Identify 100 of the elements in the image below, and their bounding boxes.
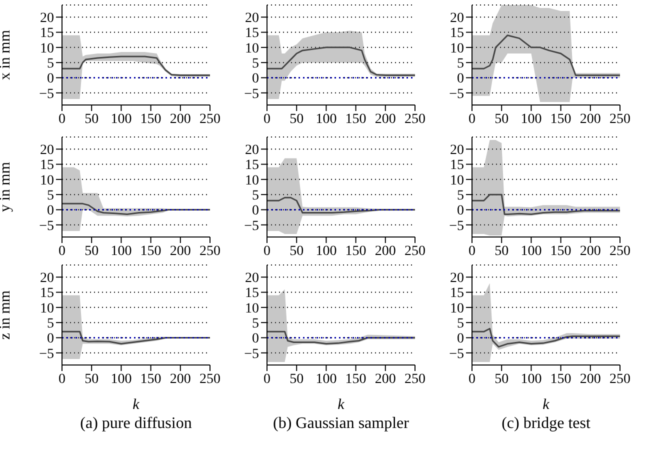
x-tick-label: 150 — [140, 112, 162, 127]
y-tick-label: 10 — [40, 301, 54, 316]
line-series — [472, 328, 620, 348]
x-tick-label: 200 — [170, 112, 191, 127]
x-axis-title: k — [542, 397, 550, 413]
y-tick-label: 5 — [47, 188, 54, 204]
x-tick-label: 50 — [84, 112, 99, 127]
x-tick-label: 0 — [468, 372, 476, 387]
x-tick-label: 0 — [264, 244, 270, 259]
line-series — [472, 194, 620, 216]
y-tick-label: 5 — [457, 316, 464, 332]
x-tick-label: 50 — [84, 372, 99, 387]
x-tick-label: 250 — [200, 112, 220, 127]
x-tick-label: 100 — [316, 244, 337, 259]
x-tick-label: 100 — [110, 372, 132, 387]
line-series — [267, 46, 415, 76]
x-axis-title: k — [338, 397, 345, 413]
x-tick-label: 200 — [374, 112, 396, 127]
line-series — [472, 34, 620, 76]
x-tick-label: 150 — [345, 244, 366, 259]
y-tick-label: 10 — [450, 173, 464, 188]
y-tick-label: −5 — [244, 346, 259, 362]
y-tick-label: 0 — [47, 72, 54, 87]
y-tick-label: 15 — [450, 26, 464, 42]
y-tick-label: −5 — [39, 86, 54, 102]
x-tick-label: 250 — [404, 112, 426, 127]
x-tick-label: 100 — [520, 372, 542, 387]
x-tick-label: 100 — [316, 372, 337, 387]
x-tick-label: 250 — [200, 244, 220, 259]
y-tick-label: 15 — [40, 158, 54, 174]
line-series — [62, 56, 210, 76]
x-tick-label: 50 — [290, 372, 304, 387]
x-tick-label: 250 — [200, 372, 220, 387]
x-tick-label: 0 — [264, 372, 270, 387]
x-tick-label: 250 — [404, 244, 426, 259]
x-tick-label: 150 — [550, 372, 572, 387]
y-tick-label: 0 — [252, 72, 259, 87]
x-tick-label: 0 — [468, 112, 476, 127]
y-tick-label: 0 — [47, 332, 54, 347]
x-tick-label: 100 — [110, 244, 132, 259]
x-tick-label: 50 — [290, 244, 304, 259]
y-tick-label: 15 — [450, 286, 464, 302]
x-tick-label: 150 — [140, 372, 162, 387]
x-axis-title: k — [132, 397, 140, 413]
y-tick-label: 10 — [40, 41, 54, 56]
x-tick-label: 0 — [58, 112, 66, 127]
x-tick-label: 150 — [550, 112, 572, 127]
y-tick-label: −5 — [244, 218, 259, 234]
y-tick-label: 5 — [47, 316, 54, 332]
y-tick-label: 10 — [450, 41, 464, 56]
x-tick-label: 200 — [374, 244, 396, 259]
y-tick-label: 20 — [245, 11, 259, 26]
x-tick-label: 50 — [494, 112, 509, 127]
x-tick-label: 200 — [580, 112, 601, 127]
y-tick-label: 5 — [252, 188, 259, 204]
y-tick-label: 20 — [450, 143, 464, 158]
x-tick-label: 100 — [520, 112, 542, 127]
y-tick-label: 15 — [245, 26, 259, 42]
x-tick-label: 150 — [550, 244, 572, 259]
x-tick-label: 200 — [580, 244, 601, 259]
x-tick-label: 150 — [140, 244, 162, 259]
y-tick-label: 20 — [245, 271, 259, 286]
x-tick-label: 50 — [494, 244, 509, 259]
y-tick-label: 10 — [245, 301, 259, 316]
y-tick-label: 5 — [252, 316, 259, 332]
x-tick-label: 250 — [404, 372, 426, 387]
y-tick-label: 15 — [245, 286, 259, 302]
y-tick-label: 15 — [40, 26, 54, 42]
y-tick-label: 10 — [40, 173, 54, 188]
y-tick-label: −5 — [244, 86, 259, 102]
y-tick-label: 20 — [40, 143, 54, 158]
y-tick-label: 20 — [40, 271, 54, 286]
x-tick-label: 150 — [345, 112, 366, 127]
y-tick-label: 15 — [245, 158, 259, 174]
x-tick-label: 50 — [494, 372, 509, 387]
y-tick-label: −5 — [39, 218, 54, 234]
x-tick-label: 200 — [170, 244, 191, 259]
y-tick-label: 15 — [40, 286, 54, 302]
y-tick-label: 0 — [252, 332, 259, 347]
text: (b) Gaussian sampler — [272, 415, 410, 433]
y-tick-label: −5 — [39, 346, 54, 362]
x-tick-label: 50 — [290, 112, 304, 127]
x-tick-label: 0 — [58, 372, 66, 387]
x-tick-label: 150 — [345, 372, 366, 387]
x-tick-label: 0 — [468, 244, 476, 259]
x-tick-label: 250 — [610, 372, 630, 387]
y-tick-label: 20 — [40, 11, 54, 26]
x-tick-label: 200 — [170, 372, 191, 387]
y-tick-label: 0 — [457, 332, 464, 347]
y-tick-label: 20 — [245, 143, 259, 158]
y-tick-label: 15 — [450, 158, 464, 174]
text: (a) pure diffusion — [79, 415, 193, 433]
x-tick-label: 100 — [520, 244, 542, 259]
y-tick-label: 0 — [457, 72, 464, 87]
y-tick-label: −5 — [449, 346, 464, 362]
y-tick-label: 5 — [47, 56, 54, 72]
x-tick-label: 0 — [58, 244, 66, 259]
x-tick-label: 250 — [610, 244, 630, 259]
x-tick-label: 100 — [316, 112, 337, 127]
text: (c) bridge test — [500, 415, 592, 433]
